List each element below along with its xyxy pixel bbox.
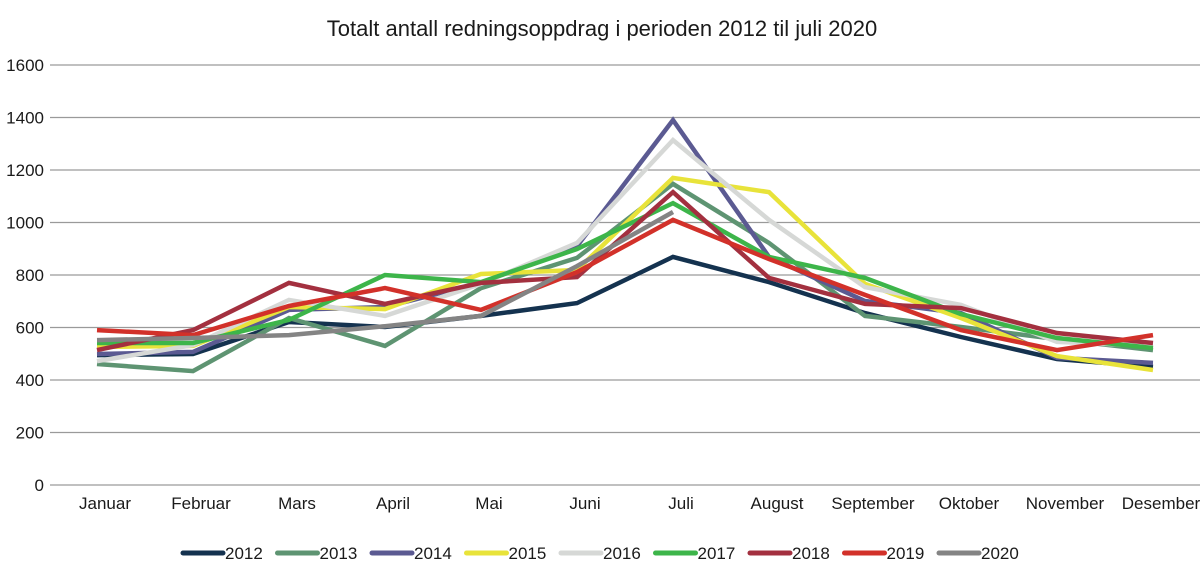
x-tick-label: August <box>751 494 804 513</box>
legend-label-2015: 2015 <box>509 544 547 563</box>
series-line-2018 <box>96 189 1154 353</box>
y-tick-label: 400 <box>16 371 44 390</box>
series-line-2020 <box>96 210 675 343</box>
x-tick-label: November <box>1026 494 1105 513</box>
chart-title: Totalt antall redningsoppdrag i perioden… <box>327 16 877 41</box>
series-line-2019 <box>96 217 1154 353</box>
y-axis-ticks: 0 200 400 600 800 1000 1200 1400 1600 <box>6 56 44 495</box>
y-tick-label: 200 <box>16 424 44 443</box>
series-line-2017 <box>97 200 1154 351</box>
x-tick-label: Juli <box>668 494 694 513</box>
y-tick-label: 1400 <box>6 109 44 128</box>
legend-label-2017: 2017 <box>698 544 736 563</box>
x-tick-label: Februar <box>171 494 231 513</box>
legend-label-2012: 2012 <box>225 544 263 563</box>
x-tick-label: Oktober <box>939 494 1000 513</box>
gridlines <box>50 64 1200 486</box>
legend-label-2019: 2019 <box>887 544 925 563</box>
series-line-2012 <box>96 254 1154 370</box>
legend: 2012 2013 2014 2015 2016 2017 2018 2019 2020 <box>180 544 1019 563</box>
y-tick-label: 0 <box>35 476 44 495</box>
series-line-2014 <box>96 116 1154 366</box>
y-tick-label: 800 <box>16 266 44 285</box>
x-tick-label: Desember <box>1122 494 1200 513</box>
legend-label-2020: 2020 <box>981 544 1019 563</box>
x-tick-label: September <box>831 494 914 513</box>
legend-label-2014: 2014 <box>414 544 452 563</box>
series-line-2015 <box>96 175 1154 373</box>
x-axis-ticks: Januar Februar Mars April Mai Juni Juli August S… <box>79 494 1200 513</box>
x-tick-label: April <box>376 494 410 513</box>
x-tick-label: Mai <box>475 494 502 513</box>
legend-label-2018: 2018 <box>792 544 830 563</box>
legend-label-2016: 2016 <box>603 544 641 563</box>
y-tick-label: 1600 <box>6 56 44 75</box>
y-tick-label: 600 <box>16 319 44 338</box>
y-tick-label: 1200 <box>6 161 44 180</box>
x-tick-label: Juni <box>569 494 600 513</box>
series-lines <box>96 116 1154 374</box>
y-tick-label: 1000 <box>6 214 44 233</box>
x-tick-label: Mars <box>278 494 316 513</box>
legend-label-2013: 2013 <box>320 544 358 563</box>
x-tick-label: Januar <box>79 494 131 513</box>
